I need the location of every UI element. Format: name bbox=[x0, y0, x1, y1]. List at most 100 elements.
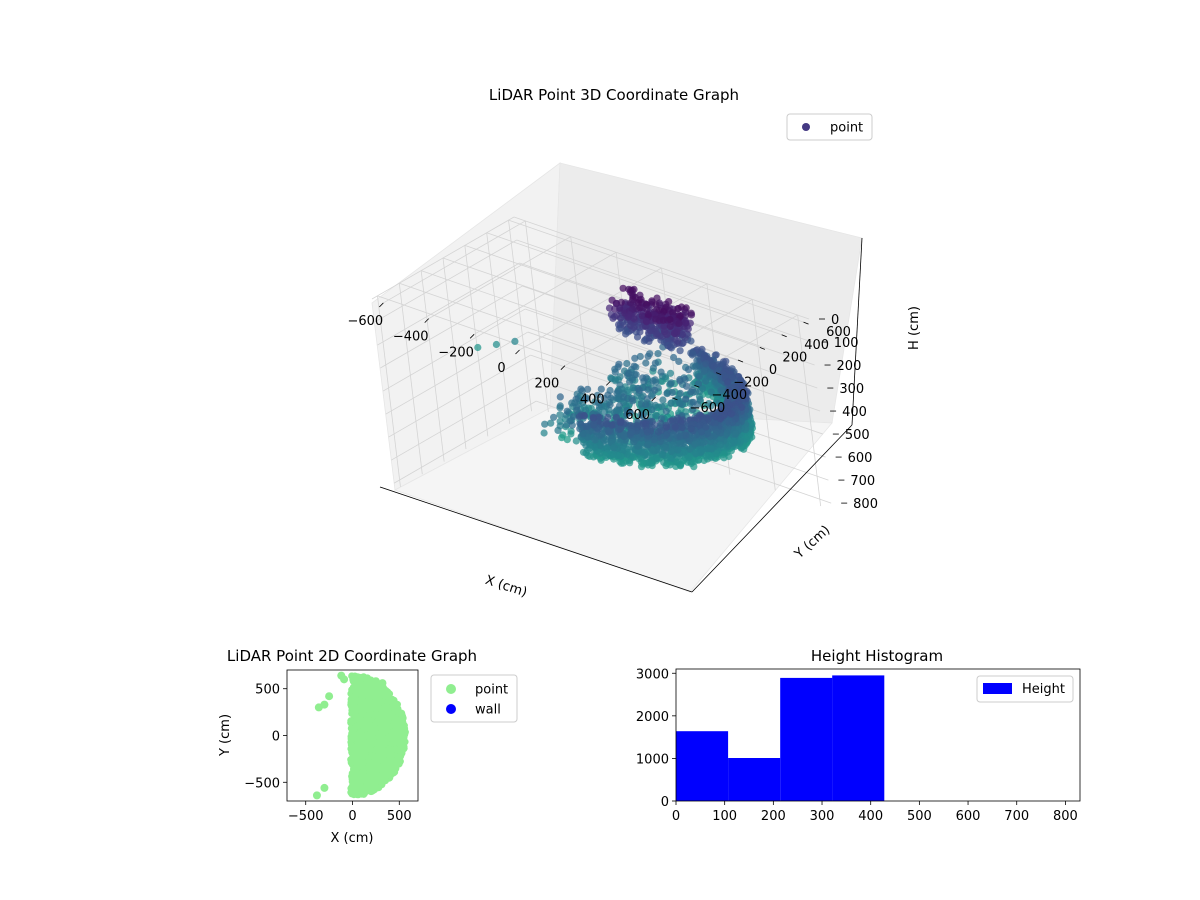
data-point-2d bbox=[357, 772, 364, 780]
data-point-3d bbox=[644, 311, 652, 319]
grid-line-side-y bbox=[442, 257, 467, 450]
points-3d bbox=[474, 284, 757, 471]
data-point-3d bbox=[716, 441, 724, 449]
data-point-3d bbox=[674, 305, 682, 313]
data-point-3d bbox=[665, 298, 673, 306]
data-point-3d bbox=[619, 284, 627, 292]
grid-line-side-y bbox=[464, 245, 489, 437]
y-tick-label: 2000 bbox=[636, 710, 669, 725]
points-2d bbox=[312, 671, 409, 800]
data-point-2d bbox=[378, 744, 386, 752]
data-point-3d bbox=[650, 436, 658, 444]
x-tick-label: 400 bbox=[858, 809, 883, 824]
data-point-2d bbox=[389, 714, 397, 722]
data-point-3d bbox=[624, 313, 633, 321]
z-axis-label: H (cm) bbox=[907, 306, 922, 350]
data-point-3d bbox=[675, 440, 684, 448]
grid-line-back-x bbox=[615, 252, 640, 444]
data-point-3d bbox=[667, 399, 675, 407]
data-point-2d bbox=[364, 774, 372, 782]
data-point-3d bbox=[567, 430, 575, 438]
grid-line-side-h bbox=[374, 239, 517, 323]
data-point-2d bbox=[325, 692, 334, 701]
data-point-3d bbox=[649, 447, 657, 455]
data-point-3d bbox=[675, 357, 683, 365]
data-point-2d bbox=[359, 722, 367, 730]
data-point-2d bbox=[366, 745, 374, 753]
data-point-2d bbox=[400, 744, 408, 752]
data-point-3d bbox=[671, 423, 679, 431]
data-point-3d bbox=[657, 368, 665, 376]
data-point-3d bbox=[691, 440, 699, 448]
legend-2d-point-label: point bbox=[475, 683, 508, 698]
data-point-3d bbox=[615, 325, 623, 333]
data-point-3d bbox=[645, 334, 653, 342]
data-point-3d bbox=[575, 413, 584, 421]
data-point-2d bbox=[371, 698, 379, 706]
grid-line-side-h bbox=[371, 216, 515, 300]
x-tick-label: 500 bbox=[907, 809, 932, 824]
data-point-3d bbox=[676, 389, 684, 397]
x-tick-label: 200 bbox=[534, 377, 559, 392]
chart-3d-title: LiDAR Point 3D Coordinate Graph bbox=[489, 86, 739, 104]
data-point-2d bbox=[378, 779, 386, 787]
data-point-3d bbox=[649, 377, 657, 385]
data-point-3d bbox=[626, 430, 635, 438]
data-point-3d bbox=[605, 428, 613, 436]
data-point-2d bbox=[365, 785, 373, 793]
data-point-2d bbox=[375, 730, 383, 738]
y-tick bbox=[737, 359, 744, 363]
data-point-2d bbox=[371, 677, 380, 686]
data-point-3d bbox=[547, 419, 555, 427]
data-point-3d bbox=[731, 430, 739, 438]
data-point-3d bbox=[619, 459, 627, 467]
data-point-3d bbox=[595, 403, 604, 411]
grid-line-side-h bbox=[385, 331, 529, 415]
x-tick-label: 0 bbox=[348, 809, 356, 824]
data-point-3d bbox=[630, 438, 638, 446]
grid-line-side-h bbox=[377, 262, 520, 346]
data-point-2d bbox=[351, 770, 359, 778]
data-point-3d bbox=[644, 441, 652, 449]
data-point-2d bbox=[378, 679, 387, 688]
x-tick bbox=[560, 365, 566, 370]
data-point-3d bbox=[644, 352, 652, 360]
data-point-3d bbox=[631, 354, 639, 362]
data-point-2d bbox=[371, 746, 379, 754]
data-point-3d bbox=[678, 330, 687, 339]
data-point-3d bbox=[648, 459, 656, 467]
data-point-3d bbox=[616, 381, 624, 389]
legend-3d-frame bbox=[786, 113, 873, 141]
data-point-3d bbox=[676, 399, 684, 408]
data-point-2d bbox=[350, 745, 358, 752]
y-tick-label: 600 bbox=[826, 325, 851, 340]
histogram-bars bbox=[676, 675, 885, 801]
y-tick-label: 1000 bbox=[636, 752, 669, 767]
data-point-3d bbox=[637, 393, 646, 401]
x-tick-label: −400 bbox=[393, 330, 429, 345]
data-point-3d bbox=[678, 423, 686, 431]
data-point-3d bbox=[725, 386, 733, 394]
data-point-3d bbox=[707, 388, 715, 396]
x-tick-label: 0 bbox=[497, 361, 505, 376]
data-point-2d bbox=[365, 697, 373, 704]
data-point-3d bbox=[652, 315, 660, 323]
data-point-3d bbox=[609, 314, 617, 322]
data-point-2d bbox=[380, 765, 388, 773]
data-point-3d bbox=[642, 359, 650, 367]
data-point-2d bbox=[387, 733, 395, 741]
y-tick bbox=[759, 347, 765, 350]
data-point-3d bbox=[702, 452, 711, 460]
data-point-3d bbox=[687, 425, 695, 433]
data-point-3d bbox=[662, 432, 670, 440]
data-point-3d bbox=[689, 405, 697, 414]
grid-line-side-h bbox=[388, 354, 531, 438]
y-tick-label: 0 bbox=[272, 730, 280, 745]
data-point-2d bbox=[358, 685, 366, 693]
data-point-3d bbox=[700, 367, 708, 375]
data-point-3d bbox=[596, 441, 604, 449]
data-point-3d bbox=[590, 421, 598, 429]
data-point-3d bbox=[694, 415, 702, 424]
data-point-3d bbox=[670, 353, 678, 362]
data-point-3d bbox=[556, 393, 564, 401]
